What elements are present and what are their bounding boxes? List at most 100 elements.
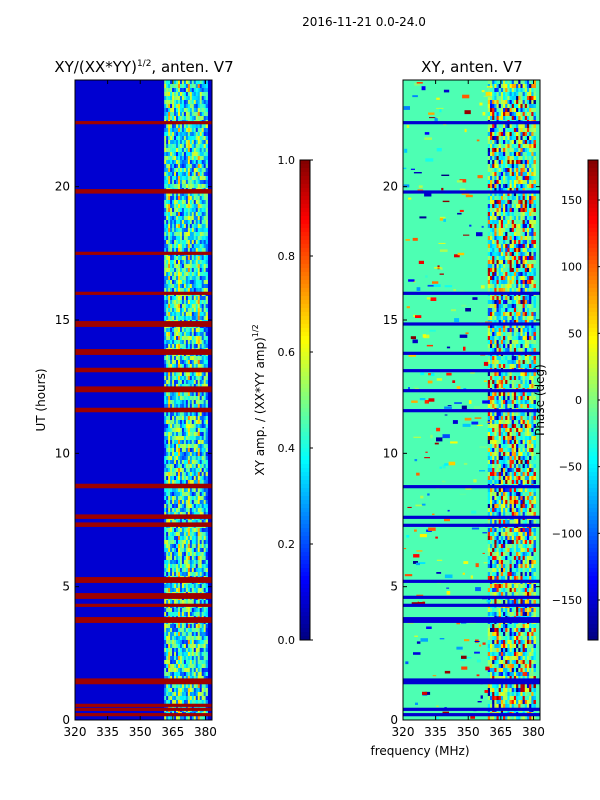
heatmap-cell — [189, 204, 193, 209]
heatmap-cell — [205, 428, 208, 433]
heatmap-cell — [164, 152, 167, 157]
heatmap-cell — [205, 180, 208, 185]
heatmap-cell — [487, 80, 491, 85]
heatmap-cell — [183, 336, 187, 341]
heatmap-cell — [170, 316, 173, 321]
heatmap-cell — [178, 700, 181, 705]
heatmap-cell — [174, 300, 177, 305]
heatmap-cell — [168, 684, 171, 689]
heatmap-cell — [174, 304, 177, 309]
heatmap-cell — [172, 468, 175, 473]
heatmap-cell — [205, 364, 208, 369]
heatmap-cell — [529, 168, 532, 173]
colorbar-step — [300, 564, 310, 569]
heatmap-cell — [500, 92, 504, 97]
heatmap-cell — [185, 564, 189, 569]
heatmap-cell — [181, 500, 185, 505]
heatmap-cell — [170, 508, 173, 513]
heatmap-cell — [193, 148, 197, 153]
heatmap-cell — [168, 716, 171, 721]
flagged-band — [75, 514, 212, 518]
heatmap-cell — [197, 584, 201, 589]
heatmap-cell — [498, 248, 502, 253]
heatmap-cell — [191, 480, 195, 485]
heatmap-cell — [174, 340, 177, 345]
heatmap-cell — [166, 648, 169, 653]
heatmap-cell — [176, 88, 179, 93]
heatmap-cell — [529, 116, 532, 121]
heatmap-cell — [170, 476, 173, 481]
heatmap-cell — [195, 268, 199, 273]
heatmap-cell — [203, 216, 206, 221]
heatmap-cell — [166, 532, 169, 537]
heatmap-cell — [205, 240, 208, 245]
colorbar-step — [300, 356, 310, 361]
heatmap-cell — [496, 172, 499, 177]
heatmap-cell — [199, 476, 203, 481]
heatmap-cell — [176, 356, 179, 361]
heatmap-cell — [181, 80, 185, 85]
heatmap-cell — [164, 92, 167, 97]
heatmap-cell — [187, 100, 191, 105]
heatmap-cell — [524, 244, 528, 249]
heatmap-cell — [531, 236, 534, 241]
heatmap-cell — [189, 432, 193, 437]
heatmap-cell — [522, 300, 526, 305]
colorbar-step — [300, 324, 310, 329]
heatmap-cell — [178, 216, 181, 221]
heatmap-cell — [185, 668, 189, 673]
heatmap-cell — [164, 260, 167, 265]
heatmap-cell — [193, 220, 197, 225]
colorbar-step — [300, 188, 310, 193]
heatmap-cell — [199, 232, 203, 237]
heatmap-cell — [509, 240, 513, 245]
heatmap-cell — [513, 80, 517, 85]
heatmap-cell — [164, 156, 167, 161]
heatmap-cell — [199, 128, 203, 133]
heatmap-cell — [205, 452, 208, 457]
colorbar-step — [300, 272, 310, 277]
heatmap-cell — [201, 80, 204, 85]
heatmap-cell — [509, 116, 513, 121]
heatmap-cell — [496, 220, 499, 225]
heatmap-cell — [183, 644, 187, 649]
heatmap-cell — [191, 312, 195, 317]
heatmap-cell — [183, 140, 187, 145]
heatmap-cell — [201, 364, 204, 369]
heatmap-cell — [197, 692, 201, 697]
heatmap-cell — [205, 244, 208, 249]
heatmap-cell — [178, 256, 181, 261]
heatmap-cell — [195, 104, 199, 109]
heatmap-cell — [174, 656, 177, 661]
heatmap-cell — [168, 520, 171, 525]
heatmap-cell — [197, 192, 201, 197]
heatmap-cell — [520, 136, 523, 141]
heatmap-cell — [178, 372, 181, 377]
heatmap-cell — [197, 340, 201, 345]
heatmap-cell — [179, 488, 183, 493]
heatmap-cell — [189, 100, 193, 105]
heatmap-cell — [487, 156, 491, 161]
flagged-band — [75, 577, 212, 581]
heatmap-cell — [179, 296, 183, 301]
heatmap-cell — [529, 156, 532, 161]
heatmap-cell — [494, 244, 497, 249]
heatmap-cell — [176, 344, 179, 349]
heatmap-cell — [518, 116, 521, 121]
heatmap-cell — [503, 176, 506, 181]
heatmap-cell — [176, 124, 179, 129]
heatmap-cell — [205, 228, 208, 233]
heatmap-cell — [195, 204, 199, 209]
heatmap-cell — [176, 420, 179, 425]
heatmap-cell — [195, 564, 199, 569]
heatmap-cell — [487, 100, 491, 105]
heatmap-cell — [205, 160, 208, 165]
heatmap-cell — [494, 180, 497, 185]
heatmap-cell — [199, 356, 203, 361]
heatmap-cell — [181, 308, 185, 313]
heatmap-cell — [197, 476, 201, 481]
heatmap-cell — [195, 284, 199, 289]
heatmap-cell — [520, 92, 523, 97]
heatmap-cell — [511, 188, 515, 193]
heatmap-cell — [189, 360, 193, 365]
